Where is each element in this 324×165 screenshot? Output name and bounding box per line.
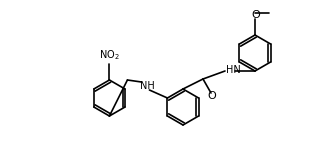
Text: NH: NH	[140, 81, 155, 91]
Text: O: O	[252, 10, 260, 20]
Text: HN: HN	[226, 65, 241, 75]
Text: O: O	[208, 91, 216, 101]
Text: NO$_2$: NO$_2$	[99, 48, 120, 62]
